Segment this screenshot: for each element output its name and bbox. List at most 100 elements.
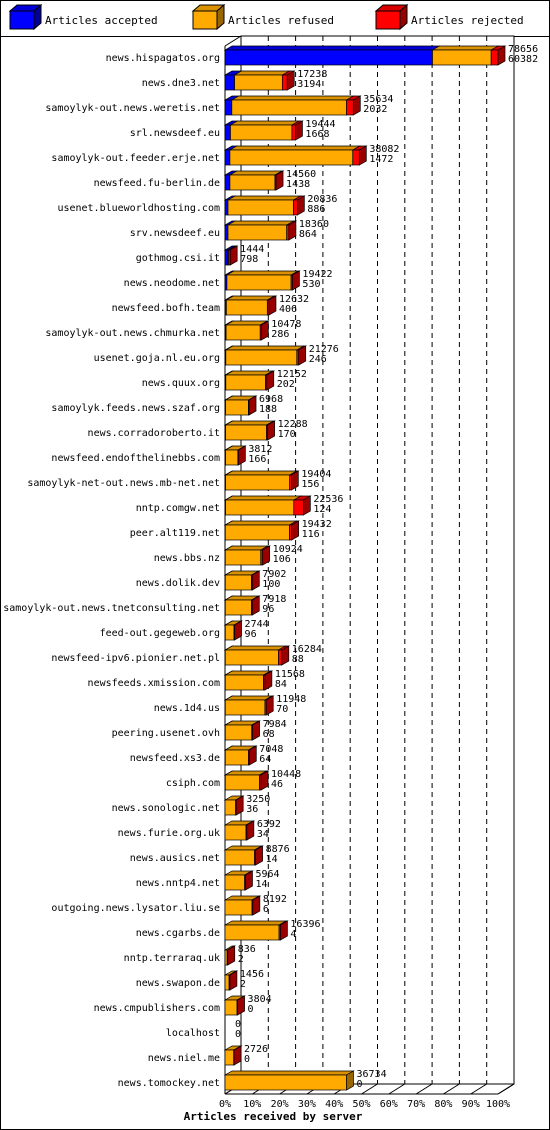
bar-segment-refused (229, 174, 276, 191)
bar-top-refused (224, 370, 274, 376)
bar-side (252, 895, 261, 916)
tick-mark (415, 1083, 433, 1095)
value-total: 10478 (271, 319, 301, 330)
value-second: 2 (238, 954, 244, 965)
legend-swatch-accepted-side (33, 3, 42, 31)
x-tick-label: 30% (298, 1099, 316, 1110)
server-label: newsfeed.xs3.de (130, 753, 220, 764)
bar-side (251, 595, 260, 616)
server-label: news.dne3.net (142, 78, 220, 89)
bar-top-refused (229, 120, 301, 126)
server-label: news.niel.me (148, 1053, 220, 1064)
bar-segment-refused (224, 774, 260, 791)
bar-top-refused (224, 470, 299, 476)
bar-segment-refused (224, 924, 280, 941)
value-second: 88 (292, 654, 304, 665)
bar-segment-accepted (224, 174, 231, 191)
value-second: 64 (259, 754, 271, 765)
value-second: 1472 (369, 154, 393, 165)
server-label: samoylyk-out.news.tnetconsulting.net (3, 603, 220, 614)
bar-side (295, 120, 303, 141)
bar-side (292, 270, 300, 291)
legend-label-accepted: Articles accepted (45, 14, 158, 27)
bar-side (266, 370, 275, 391)
x-tick-label: 40% (325, 1099, 343, 1110)
value-second: 14 (266, 854, 278, 865)
value-second: 70 (276, 704, 288, 715)
bar-side (352, 95, 361, 116)
server-label: nntp.comgw.net (136, 503, 220, 514)
server-label: news.sonologic.net (112, 803, 220, 814)
bar-side (234, 620, 242, 641)
bar-segment-refused (225, 449, 239, 466)
server-label: news.tomockey.net (118, 1078, 220, 1089)
server-label: newsfeed-ipv6.pionier.net.pl (51, 653, 220, 664)
bar-side (246, 820, 255, 841)
bar-segment-refused (224, 574, 252, 591)
value-second: 170 (278, 429, 296, 440)
value-second: 84 (275, 679, 287, 690)
server-label: peer.alt119.net (130, 528, 220, 539)
bar-top-refused (225, 295, 276, 301)
bar-segment-rejected (278, 649, 283, 666)
value-total: 5964 (255, 869, 279, 880)
value-total: 78656 (508, 44, 538, 55)
tick-mark (388, 1083, 406, 1095)
bar-segment-refused (224, 549, 262, 566)
value-total: 11948 (276, 694, 306, 705)
bar-row: localhost 00 (166, 1019, 241, 1040)
bar-row: samoylyk-out.news.tnetconsulting.net 7918… (3, 594, 286, 616)
value-second: 46 (271, 779, 283, 790)
bar-side (296, 195, 305, 216)
bar-top-refused (226, 220, 296, 226)
server-label: news.cmpublishers.com (94, 1003, 220, 1014)
bar-segment-accepted (224, 124, 231, 141)
bar-side (260, 770, 269, 791)
plot-area: 0% 10% 20% 30% 40% 50% 60% 70% 80% 90% 100% news.hi… (3, 35, 538, 1110)
bar-segment-refused (224, 1074, 347, 1091)
bar-segment-refused (224, 749, 249, 766)
value-total: 2726 (244, 1044, 268, 1055)
bar-top-refused (223, 645, 287, 651)
value-second: 886 (307, 204, 325, 215)
server-label: news.hispagatos.org (106, 53, 220, 64)
bar-segment-rejected (352, 149, 360, 166)
server-label: nntp.terraraq.uk (124, 953, 220, 964)
legend-swatch-rejected-side (399, 3, 408, 31)
bar-segment-refused (224, 699, 266, 716)
server-label: newsfeed.endofthelinebbs.com (51, 453, 220, 464)
legend-swatch-refused (192, 10, 218, 30)
server-label: news.1d4.us (154, 703, 220, 714)
bar-side (275, 170, 284, 191)
bar-side (262, 545, 271, 566)
bar-segment-refused (224, 999, 238, 1016)
value-total: 16396 (290, 919, 320, 930)
value-second: 166 (248, 454, 266, 465)
value-second: 0 (235, 1029, 241, 1040)
bar-segment-refused (224, 874, 246, 891)
bar-side (291, 520, 299, 541)
x-tick-label: 90% (462, 1099, 480, 1110)
x-tick-label: 20% (271, 1099, 289, 1110)
bar-top-refused (223, 695, 274, 701)
server-label: news.neodome.net (124, 278, 220, 289)
bar-side (286, 70, 295, 91)
server-label: gothmog.csi.it (136, 253, 220, 264)
value-total: 12632 (279, 294, 309, 305)
value-second: 116 (302, 529, 320, 540)
